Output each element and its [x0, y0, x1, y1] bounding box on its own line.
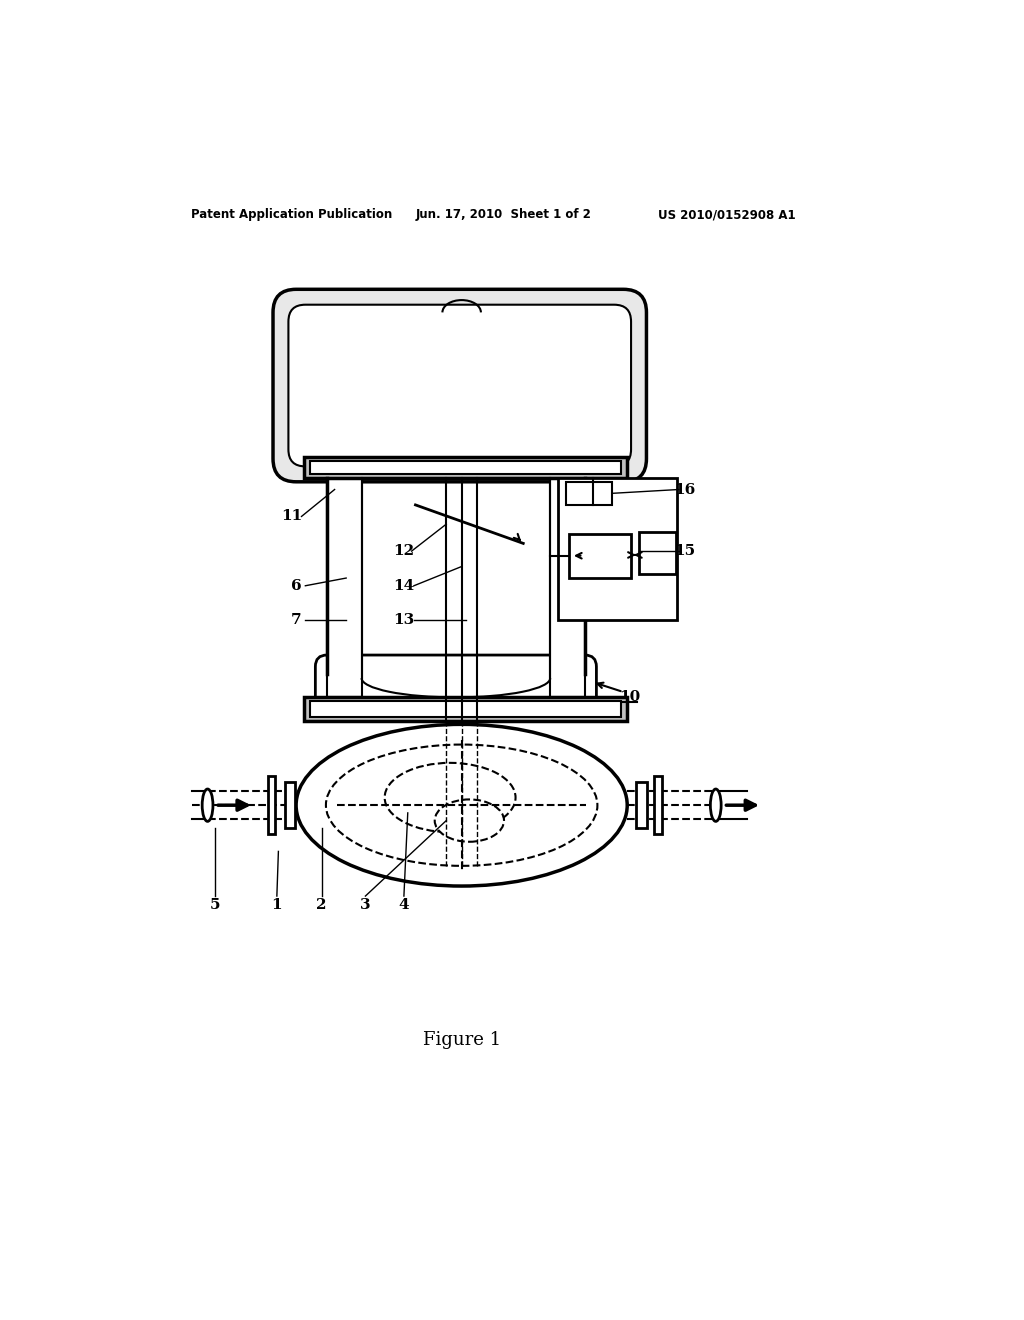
Text: 13: 13 — [393, 614, 415, 627]
Ellipse shape — [202, 789, 213, 821]
Text: 16: 16 — [675, 483, 695, 496]
Text: 11: 11 — [282, 510, 303, 524]
Bar — [267, 776, 275, 834]
Bar — [304, 697, 628, 721]
Bar — [550, 478, 585, 697]
Text: 2: 2 — [316, 899, 327, 912]
Text: 12: 12 — [393, 544, 415, 558]
Bar — [639, 532, 676, 574]
Bar — [310, 701, 621, 717]
Text: 3: 3 — [360, 899, 371, 912]
Text: Jun. 17, 2010  Sheet 1 of 2: Jun. 17, 2010 Sheet 1 of 2 — [416, 209, 591, 222]
FancyBboxPatch shape — [315, 655, 596, 709]
Ellipse shape — [711, 789, 721, 821]
Text: 6: 6 — [291, 578, 301, 593]
Bar — [565, 482, 611, 506]
Text: 7: 7 — [291, 614, 301, 627]
Text: Figure 1: Figure 1 — [423, 1031, 501, 1049]
Text: 5: 5 — [210, 899, 220, 912]
Bar — [654, 776, 662, 834]
Bar — [327, 478, 361, 697]
Text: US 2010/0152908 A1: US 2010/0152908 A1 — [658, 209, 796, 222]
Bar — [637, 781, 647, 829]
Text: 15: 15 — [675, 544, 695, 558]
FancyBboxPatch shape — [273, 289, 646, 482]
Text: Patent Application Publication: Patent Application Publication — [190, 209, 392, 222]
Bar — [558, 478, 677, 620]
Text: 4: 4 — [398, 899, 410, 912]
Bar — [304, 457, 628, 478]
Bar — [285, 781, 295, 829]
Ellipse shape — [385, 763, 515, 832]
Ellipse shape — [326, 744, 597, 866]
Text: 1: 1 — [271, 899, 283, 912]
Ellipse shape — [435, 800, 504, 842]
Bar — [569, 535, 631, 578]
FancyBboxPatch shape — [289, 305, 631, 466]
Bar — [310, 461, 621, 474]
Text: 10: 10 — [618, 690, 640, 705]
Text: 14: 14 — [393, 578, 415, 593]
Ellipse shape — [296, 725, 628, 886]
